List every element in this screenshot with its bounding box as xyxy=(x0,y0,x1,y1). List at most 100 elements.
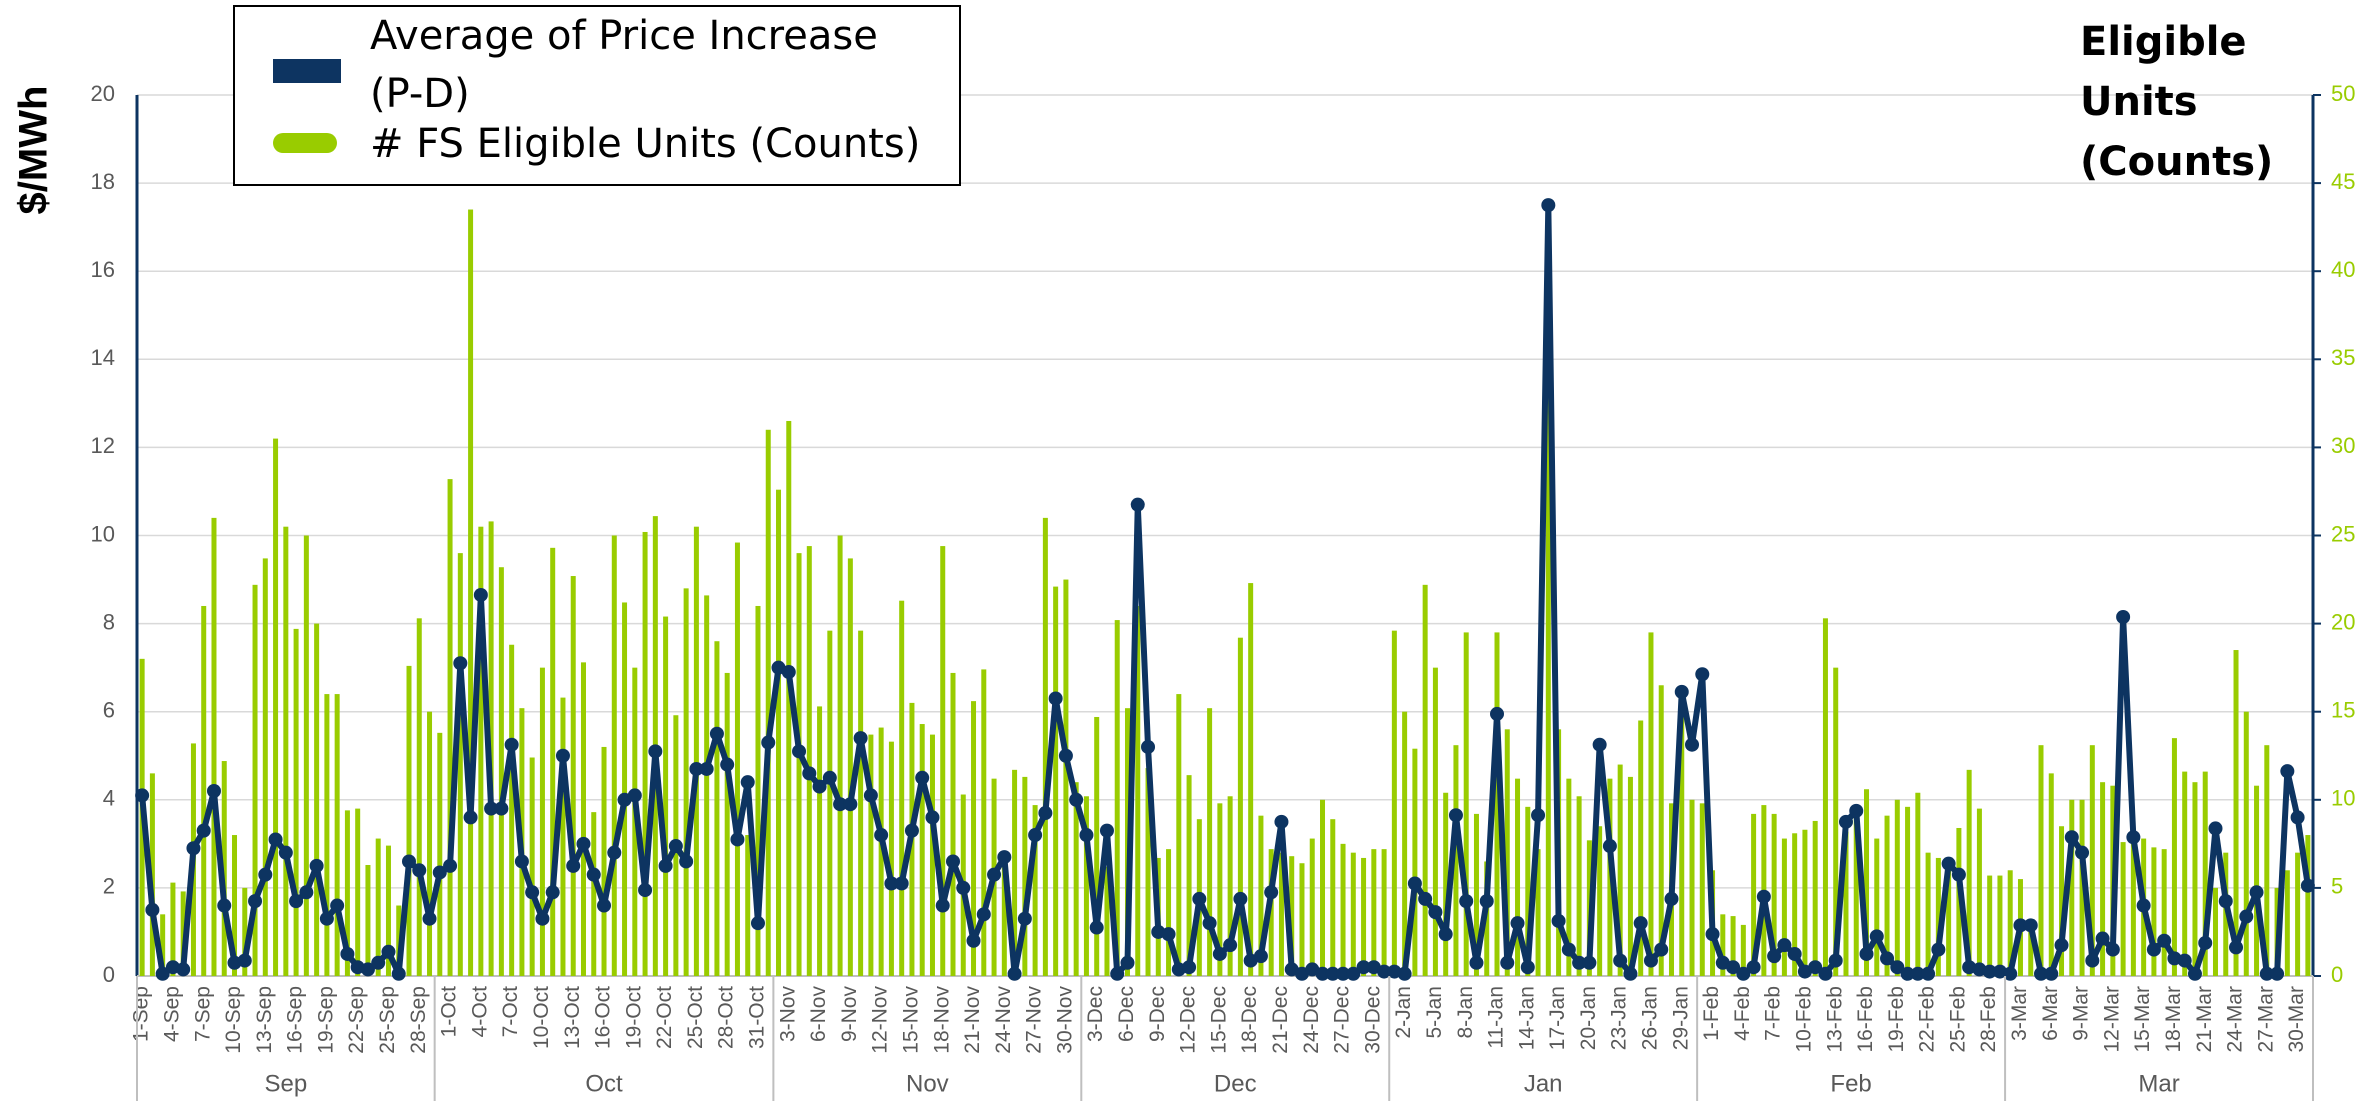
bar xyxy=(1504,729,1510,976)
bar xyxy=(1833,667,1839,976)
line-marker xyxy=(443,858,458,873)
line-marker xyxy=(1910,966,1925,981)
line-marker xyxy=(740,775,755,790)
x-tick-label: 19-Oct xyxy=(622,986,645,1049)
line-marker xyxy=(956,880,971,895)
bar xyxy=(642,531,648,976)
x-tick-label: 27-Dec xyxy=(1331,986,1354,1054)
line-marker xyxy=(1428,905,1443,920)
y-tick-label: 12 xyxy=(91,433,115,458)
x-tick-label: 8-Jan xyxy=(1454,986,1477,1039)
x-tick-label: 26-Jan xyxy=(1639,986,1662,1050)
bar xyxy=(498,567,504,976)
bar xyxy=(1453,745,1459,976)
line-marker xyxy=(1038,806,1053,821)
line-marker xyxy=(1674,684,1689,699)
line-marker xyxy=(237,953,252,968)
bar xyxy=(1053,586,1059,976)
bar xyxy=(806,546,812,976)
line-marker xyxy=(1931,942,1946,957)
line-marker xyxy=(1233,891,1248,906)
line-marker xyxy=(843,797,858,812)
y2-axis-title: Eligible Units (Counts) xyxy=(2080,19,2274,185)
bar xyxy=(1320,799,1326,976)
legend-swatch xyxy=(273,133,337,153)
x-tick-label: 22-Oct xyxy=(653,986,676,1049)
line-marker xyxy=(1192,891,1207,906)
bar xyxy=(1135,605,1141,976)
y2-tick-label: 45 xyxy=(2331,169,2355,194)
x-tick-label: 6-Nov xyxy=(807,986,830,1043)
line-marker xyxy=(781,665,796,680)
bar xyxy=(1730,916,1736,976)
line-marker xyxy=(206,783,221,798)
bar xyxy=(1330,819,1336,976)
bar xyxy=(1361,857,1367,976)
line-marker xyxy=(1141,739,1156,754)
x-tick-label: 28-Oct xyxy=(715,986,738,1049)
line-marker xyxy=(668,839,683,854)
bar xyxy=(1935,857,1941,976)
x-tick-label: 19-Feb xyxy=(1885,986,1908,1053)
line-marker xyxy=(1602,839,1617,854)
line-marker xyxy=(1941,856,1956,871)
line-marker xyxy=(1377,964,1392,979)
line-marker xyxy=(1726,960,1741,975)
y-tick-label: 20 xyxy=(91,81,115,106)
line-marker xyxy=(946,854,960,869)
x-tick-label: 29-Jan xyxy=(1669,986,1692,1050)
x-tick-label: 19-Sep xyxy=(314,986,337,1054)
bar xyxy=(416,618,422,976)
bar xyxy=(1083,796,1089,976)
line-marker xyxy=(1182,960,1197,975)
line-marker xyxy=(1336,966,1351,981)
y2-tick-label: 10 xyxy=(2331,786,2355,811)
x-group-label: Oct xyxy=(585,1070,623,1097)
x-tick-label: 27-Nov xyxy=(1023,986,1046,1054)
bar xyxy=(1381,849,1387,976)
y2-tick-label: 0 xyxy=(2331,962,2343,987)
line-marker xyxy=(1541,198,1556,213)
line-marker xyxy=(1582,955,1597,970)
bar xyxy=(704,595,710,976)
line-marker xyxy=(1315,966,1330,981)
x-group-label: Jan xyxy=(1524,1070,1563,1097)
line-marker xyxy=(1746,960,1761,975)
line-marker xyxy=(597,898,612,913)
line-marker xyxy=(1017,911,1032,926)
bar xyxy=(2284,870,2290,976)
line-marker xyxy=(473,587,488,602)
bar xyxy=(396,905,402,976)
bar xyxy=(570,576,576,976)
line-marker xyxy=(1654,942,1669,957)
bar xyxy=(2212,887,2218,976)
line-marker xyxy=(1808,960,1823,975)
line-marker xyxy=(2085,953,2100,968)
bar xyxy=(324,694,330,976)
x-tick-label: 1-Oct xyxy=(438,986,461,1038)
bar xyxy=(1258,815,1264,976)
x-tick-label: 15-Nov xyxy=(899,986,922,1054)
line-marker xyxy=(761,735,776,750)
x-tick-label: 1-Feb xyxy=(1700,986,1723,1041)
bar xyxy=(1946,870,1952,976)
line xyxy=(139,202,2311,977)
line-marker xyxy=(1551,913,1566,928)
x-tick-label: 28-Feb xyxy=(1977,986,2000,1053)
x-tick-label: 3-Nov xyxy=(776,986,799,1043)
x-tick-label: 28-Sep xyxy=(407,986,430,1054)
line-marker xyxy=(2116,609,2131,624)
line-marker xyxy=(1418,891,1433,906)
bar xyxy=(1278,852,1284,976)
bar xyxy=(283,526,289,976)
legend-label: Average of Price Increase (P-D) xyxy=(370,13,878,117)
line-marker xyxy=(1572,955,1587,970)
bar xyxy=(1822,618,1828,976)
bar xyxy=(971,701,977,976)
bar xyxy=(899,600,905,976)
line-marker xyxy=(1490,706,1504,721)
bar xyxy=(252,584,258,976)
bar xyxy=(509,644,515,976)
bar xyxy=(1987,875,1993,976)
line-marker xyxy=(2003,966,2018,981)
